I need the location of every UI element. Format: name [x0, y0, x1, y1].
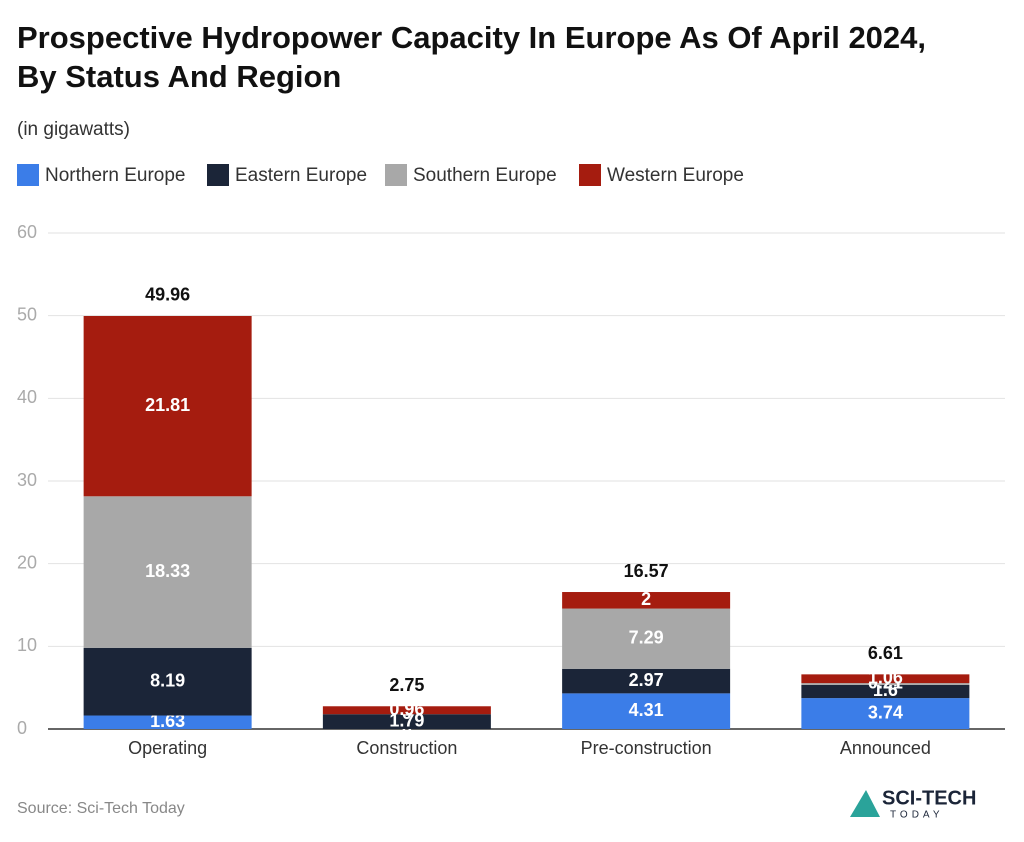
- x-tick-label: Operating: [128, 738, 207, 758]
- y-tick-label: 50: [17, 304, 37, 324]
- value-label: 1.79: [389, 710, 424, 730]
- legend: Northern Europe Eastern Europe Southern Eu…: [17, 164, 744, 186]
- x-tick-label: Pre-construction: [581, 738, 712, 758]
- total-label: 16.57: [624, 561, 669, 581]
- legend-swatch: [17, 164, 39, 186]
- total-label: 49.96: [145, 285, 190, 305]
- bar-segment: [83, 647, 252, 716]
- chart-subtitle: (in gigawatts): [17, 119, 130, 140]
- bar-segment: [83, 715, 252, 729]
- legend-swatch: [385, 164, 407, 186]
- value-label: 7.29: [629, 627, 664, 647]
- title-line: Prospective Hydropower Capacity In Europ…: [17, 20, 926, 55]
- bar-segment: [801, 683, 970, 685]
- value-label: 0.96: [389, 699, 424, 719]
- bar-segment: [83, 496, 252, 648]
- y-tick-label: 30: [17, 470, 37, 490]
- value-label: 2: [641, 589, 651, 609]
- bar-segment: [801, 684, 970, 699]
- y-tick-label: 40: [17, 387, 37, 407]
- value-label: 2.97: [629, 670, 664, 690]
- legend-label: Eastern Europe: [235, 165, 367, 186]
- total-label: 6.61: [868, 643, 903, 663]
- x-tick-label: Construction: [356, 738, 457, 758]
- value-label: 4.31: [629, 700, 664, 720]
- value-label: 3.74: [868, 702, 903, 722]
- bar-segment: [322, 714, 491, 729]
- source: Source: Sci-Tech Today: [17, 800, 185, 817]
- value-label: 8.19: [150, 670, 185, 690]
- y-tick-label: 10: [17, 635, 37, 655]
- legend-label: Northern Europe: [45, 165, 185, 186]
- y-tick-label: 60: [17, 222, 37, 242]
- bar-segment: [83, 315, 252, 497]
- legend-swatch: [579, 164, 601, 186]
- logo-name: SCI-TECH: [882, 787, 976, 809]
- legend-label: Southern Europe: [413, 165, 557, 186]
- bar-segment: [562, 693, 731, 729]
- bar-segment: [801, 698, 970, 729]
- legend-swatch: [207, 164, 229, 186]
- legend-label: Western Europe: [607, 165, 744, 186]
- value-label: 1.06: [868, 667, 903, 687]
- title-line: By Status And Region: [17, 59, 341, 94]
- logo-icon: [850, 790, 880, 817]
- x-tick-label: Announced: [840, 738, 931, 758]
- chart-title: Prospective Hydropower Capacity In Europ…: [17, 20, 926, 94]
- y-tick-label: 0: [17, 718, 27, 738]
- y-tick-label: 20: [17, 552, 37, 572]
- bar-segment: [562, 592, 731, 609]
- bar-segment: [801, 674, 970, 684]
- logo-sub: TODAY: [890, 810, 944, 821]
- bar-segment: [562, 608, 731, 669]
- bar-segment: [322, 706, 491, 715]
- total-label: 2.75: [389, 675, 424, 695]
- bar-segment: [562, 668, 731, 694]
- logo: SCI-TECH TODAY: [850, 787, 976, 821]
- value-label: 1.63: [150, 711, 185, 731]
- value-label: 21.81: [145, 395, 190, 415]
- value-label: 18.33: [145, 561, 190, 581]
- value-label: 1.6: [873, 680, 898, 700]
